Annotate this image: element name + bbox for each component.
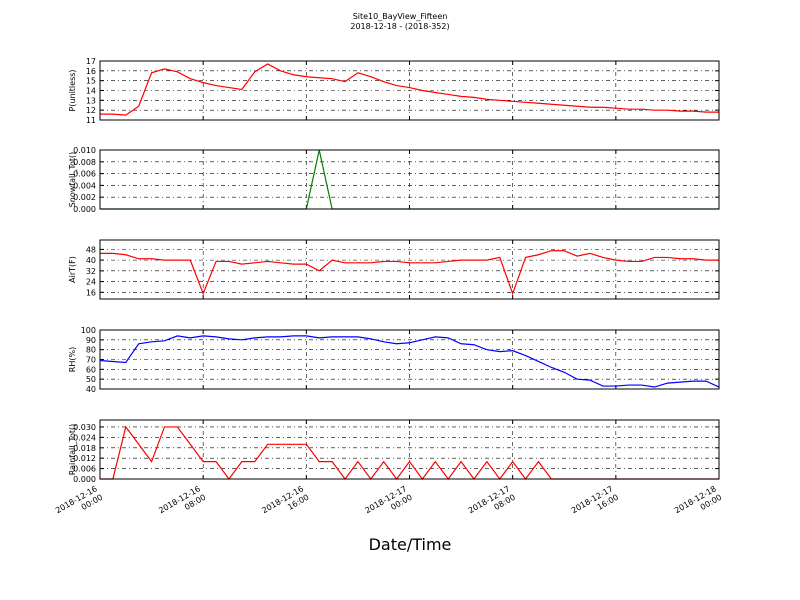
plot-frame <box>99 60 720 121</box>
y-tick-label: 17 <box>86 57 96 66</box>
chart-title: Site10_BayView_Fifteen <box>353 12 448 21</box>
y-tick-label: 32 <box>86 267 96 276</box>
y-tick-label: 16 <box>86 288 96 297</box>
x-tick-label: 2018-12-18 00:00 <box>673 483 725 524</box>
y-tick-label: 80 <box>86 346 96 355</box>
y-tick-label: 0.002 <box>73 193 96 202</box>
y-tick-label: 0.000 <box>73 475 96 484</box>
y-tick-label: 11 <box>86 116 96 125</box>
data-line <box>100 63 719 116</box>
chart-subtitle: 2018-12-18 - (2018-352) <box>350 22 449 31</box>
y-tick-label: 50 <box>86 375 96 384</box>
y-tick-label: 14 <box>86 87 96 96</box>
y-tick-label: 0.006 <box>73 465 96 474</box>
y-tick-label: 13 <box>86 96 96 105</box>
y-tick-label: 12 <box>86 106 96 115</box>
plot-frame <box>99 419 720 480</box>
y-tick-label: 0.012 <box>73 454 96 463</box>
y-axis-label: Snowfall_Tot() <box>68 152 77 208</box>
y-tick-label: 16 <box>86 67 96 76</box>
x-tick-label: 2018-12-17 16:00 <box>570 483 622 524</box>
x-tick-label: 2018-12-16 08:00 <box>157 483 209 524</box>
plot-frame <box>99 329 720 390</box>
y-tick-label: 0.010 <box>73 146 96 155</box>
x-tick-label: 2018-12-17 00:00 <box>364 483 416 524</box>
y-tick-label: 90 <box>86 336 96 345</box>
y-tick-label: 0.018 <box>73 444 96 453</box>
y-tick-label: 0.024 <box>73 433 96 442</box>
y-tick-label: 40 <box>86 385 96 394</box>
y-tick-label: 0.004 <box>73 181 96 190</box>
data-line <box>99 335 720 388</box>
y-axis-label: AirT(F) <box>68 256 77 283</box>
y-tick-label: 70 <box>86 356 96 365</box>
y-axis-label: RH(%) <box>68 347 77 372</box>
data-line <box>100 250 719 296</box>
y-tick-label: 100 <box>81 326 96 335</box>
plot-frame <box>99 239 720 300</box>
plot-frame <box>99 149 720 210</box>
x-tick-label: 2018-12-17 08:00 <box>467 483 519 524</box>
y-tick-label: 24 <box>86 278 96 287</box>
y-tick-label: 40 <box>86 256 96 265</box>
x-tick-label: 2018-12-16 00:00 <box>54 483 106 524</box>
x-tick-label: 2018-12-16 16:00 <box>260 483 312 524</box>
y-tick-label: 15 <box>86 77 96 86</box>
x-axis-label: Date/Time <box>369 535 452 554</box>
y-axis-label: P(unitless) <box>68 69 77 111</box>
y-tick-label: 0.000 <box>73 205 96 214</box>
y-tick-label: 0.030 <box>73 423 96 432</box>
y-tick-label: 0.006 <box>73 170 96 179</box>
y-tick-label: 60 <box>86 365 96 374</box>
y-tick-label: 0.008 <box>73 158 96 167</box>
y-axis-label: Rainfall_Tot() <box>68 424 77 476</box>
y-tick-label: 48 <box>86 245 96 254</box>
